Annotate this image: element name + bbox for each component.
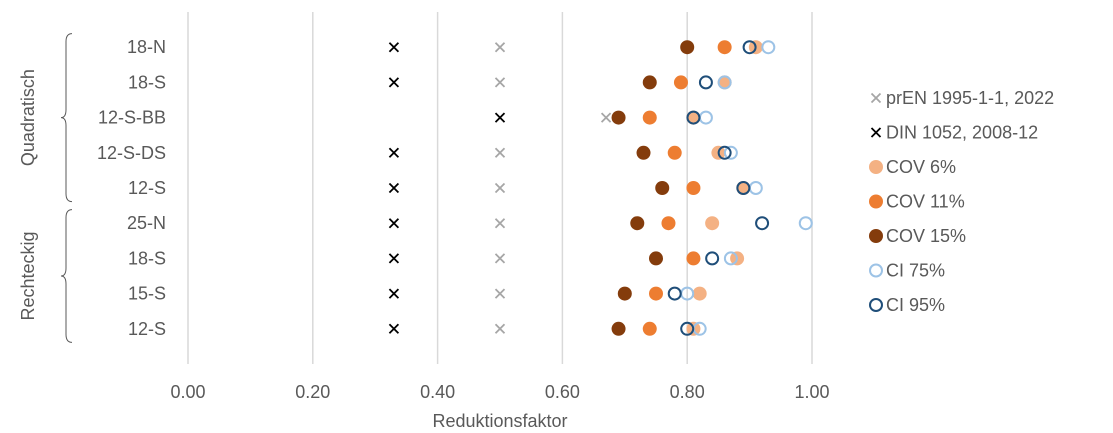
y-category-label: 12-S — [128, 178, 166, 198]
legend-label: COV 6% — [886, 157, 956, 177]
data-point — [388, 253, 400, 264]
data-point — [630, 216, 645, 231]
x-tick-label: 0.00 — [170, 382, 205, 402]
data-point — [723, 145, 738, 160]
data-point — [649, 286, 663, 301]
data-point — [698, 110, 713, 125]
data-point — [742, 40, 757, 55]
data-point — [717, 75, 732, 90]
data-point — [680, 40, 695, 55]
y-category-label: 18-S — [128, 72, 166, 92]
data-point — [642, 75, 657, 90]
data-point — [723, 251, 738, 266]
x-tick-label: 0.60 — [545, 382, 580, 402]
legend-marker — [869, 160, 883, 174]
data-point — [667, 145, 682, 160]
y-axis-category-labels: 18-N 18-S 12-S-BB 12-S-DS 12-S 25-N 18-S 15-S 12… — [97, 37, 166, 339]
data-point — [494, 112, 506, 123]
data-point — [686, 110, 701, 125]
data-point — [705, 216, 720, 231]
legend-marker — [869, 263, 883, 278]
y-category-label: 12-S-DS — [97, 143, 166, 163]
x-axis-title: Reduktionsfaktor — [432, 411, 567, 431]
legend: prEN 1995-1-1, 2022 DIN 1052, 2008-12 COV … — [869, 88, 1054, 315]
data-point — [755, 216, 770, 231]
data-point — [705, 251, 720, 266]
data-point — [494, 288, 506, 299]
legend-marker — [869, 229, 883, 243]
data-point — [717, 75, 732, 90]
data-point — [600, 112, 612, 123]
group-label: Quadratisch — [18, 69, 38, 166]
data-point — [642, 321, 657, 336]
y-category-label: 12-S — [128, 319, 166, 339]
data-point — [617, 286, 632, 301]
data-point — [611, 321, 626, 336]
y-category-label: 12-S-BB — [98, 108, 166, 128]
data-point — [388, 218, 400, 229]
data-point — [494, 147, 506, 158]
data-point — [494, 77, 506, 88]
data-point — [636, 145, 651, 160]
data-point — [388, 77, 400, 88]
data-point — [692, 286, 707, 301]
data-point — [649, 251, 663, 266]
x-axis-ticks: 0.00 0.20 0.40 0.60 0.80 1.00 — [170, 382, 829, 402]
legend-marker — [869, 194, 883, 209]
y-category-label: 18-N — [127, 37, 166, 57]
group-label: Rechteckig — [18, 231, 38, 320]
data-point — [673, 75, 688, 90]
legend-marker — [870, 92, 882, 104]
y-category-label: 25-N — [127, 213, 166, 233]
data-point — [698, 75, 713, 90]
data-point — [388, 42, 400, 53]
legend-label: COV 15% — [886, 226, 966, 246]
data-point — [736, 181, 751, 195]
legend-label: COV 11% — [886, 192, 965, 212]
x-tick-label: 1.00 — [794, 382, 829, 402]
data-point — [494, 182, 506, 194]
data-point — [494, 323, 506, 334]
data-point — [680, 321, 695, 336]
data-point — [642, 110, 657, 125]
data-point — [388, 323, 400, 334]
x-tick-label: 0.80 — [670, 382, 705, 402]
data-point — [494, 218, 506, 229]
data-point — [388, 288, 400, 299]
data-point — [494, 42, 506, 53]
y-category-label: 18-S — [128, 248, 166, 268]
data-point — [494, 253, 506, 264]
data-point — [611, 110, 626, 125]
legend-label: prEN 1995-1-1, 2022 — [886, 88, 1054, 108]
data-point — [717, 40, 732, 55]
group-brace — [60, 33, 73, 203]
category-groups: Quadratisch Rechteckig — [18, 33, 73, 343]
data-point — [686, 110, 701, 125]
legend-marker — [869, 298, 883, 312]
data-point — [748, 181, 763, 195]
data-point — [388, 182, 400, 194]
x-tick-label: 0.20 — [295, 382, 330, 402]
data-points — [388, 40, 813, 336]
data-point — [655, 181, 670, 195]
legend-label: CI 75% — [886, 261, 945, 281]
data-point — [388, 147, 400, 158]
legend-label: CI 95% — [886, 295, 945, 315]
data-point — [798, 216, 813, 231]
legend-label: DIN 1052, 2008-12 — [886, 123, 1038, 143]
data-point — [761, 40, 776, 55]
data-point — [686, 251, 701, 266]
data-point — [661, 216, 676, 231]
legend-marker — [870, 127, 882, 138]
data-point — [736, 181, 751, 195]
data-point — [667, 286, 682, 301]
data-point — [686, 181, 701, 195]
group-brace — [60, 209, 73, 343]
data-point — [717, 145, 732, 160]
x-tick-label: 0.40 — [420, 382, 455, 402]
y-category-label: 15-S — [128, 284, 166, 304]
